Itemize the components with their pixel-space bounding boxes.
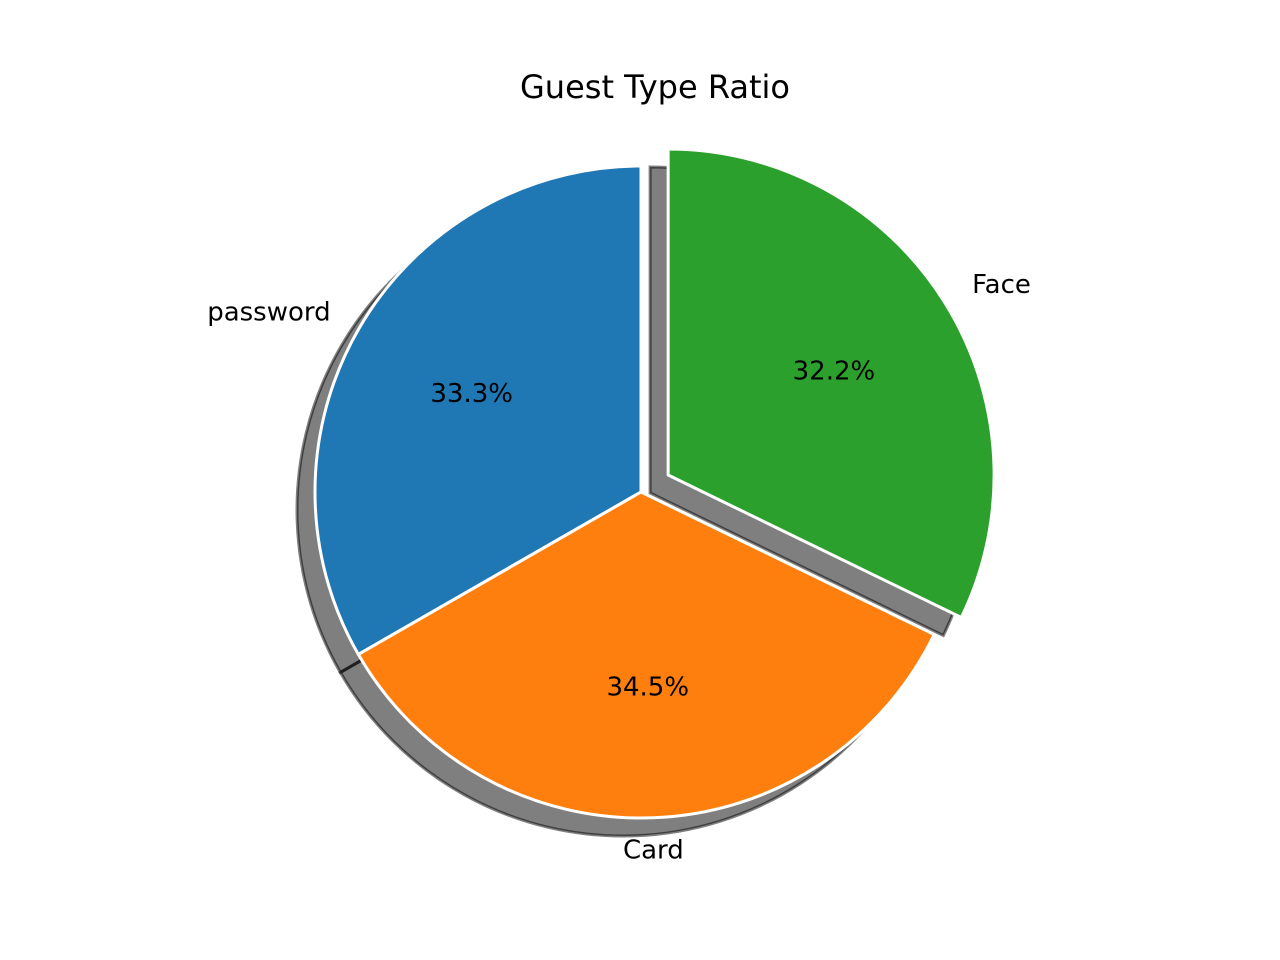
chart-title: Guest Type Ratio bbox=[520, 68, 790, 106]
slice-label-card: Card bbox=[623, 835, 684, 865]
percent-label-password: 33.3% bbox=[430, 379, 513, 409]
pie-slice-password bbox=[313, 164, 643, 656]
percent-label-card: 34.5% bbox=[606, 672, 689, 702]
percent-label-face: 32.2% bbox=[793, 356, 876, 386]
pie-slice-card bbox=[356, 490, 936, 820]
slice-label-face: Face bbox=[972, 270, 1031, 300]
label-layer: 33.3% password 34.5% Card 32.2% Face bbox=[207, 270, 1031, 866]
pie-slice-face bbox=[666, 147, 996, 620]
slice-label-password: password bbox=[207, 297, 330, 327]
slice-layer bbox=[313, 147, 996, 820]
